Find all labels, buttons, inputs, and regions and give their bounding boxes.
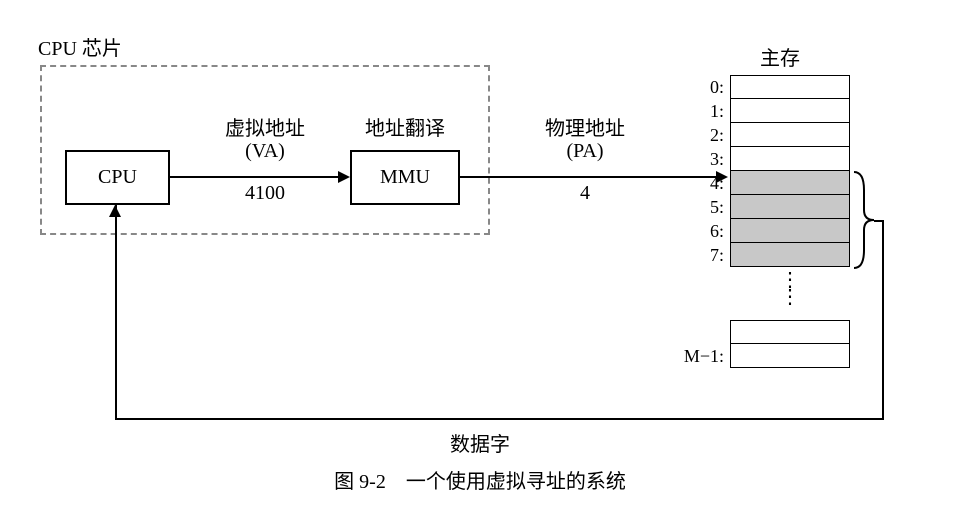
- cpu-chip-label: CPU 芯片: [38, 32, 122, 61]
- pa-label-mid: (PA): [525, 140, 645, 163]
- memory-cell-last: [730, 344, 850, 368]
- memory-idx-last: M−1:: [670, 346, 730, 367]
- return-line-v1: [882, 220, 884, 420]
- memory-ellipsis2: ⋮: [780, 292, 800, 302]
- memory-cell: [730, 147, 850, 171]
- diagram-root: CPU 芯片 CPU MMU 虚拟地址 (VA) 4100 地址翻译 物理地址 …: [20, 20, 940, 500]
- return-arrow-head: [109, 205, 121, 217]
- memory-idx: 5:: [670, 197, 730, 218]
- data-word-label: 数据字: [420, 428, 540, 457]
- memory-row: 3:: [670, 147, 850, 171]
- memory-row: 2:: [670, 123, 850, 147]
- memory-idx: 1:: [670, 101, 730, 122]
- memory-row: 4:: [670, 171, 850, 195]
- memory-cell-bottom1: [730, 320, 850, 344]
- memory-cell: [730, 243, 850, 267]
- cpu-box-text: CPU: [98, 166, 137, 189]
- pa-label-top: 物理地址: [525, 112, 645, 141]
- memory-stack-bottom: M−1:: [670, 320, 850, 368]
- memory-idx: 3:: [670, 149, 730, 170]
- memory-row: 5:: [670, 195, 850, 219]
- memory-ellipsis: ⋮: [780, 275, 800, 285]
- memory-idx: 6:: [670, 221, 730, 242]
- memory-row: 1:: [670, 99, 850, 123]
- va-label-top: 虚拟地址: [210, 112, 320, 141]
- memory-idx: 0:: [670, 77, 730, 98]
- va-label-mid: (VA): [210, 140, 320, 163]
- va-value: 4100: [210, 182, 320, 205]
- mmu-box-text: MMU: [380, 166, 430, 189]
- memory-cell: [730, 123, 850, 147]
- memory-cell: [730, 195, 850, 219]
- memory-row-last: M−1:: [670, 344, 850, 368]
- memory-row: 6:: [670, 219, 850, 243]
- return-line-v2: [115, 205, 117, 420]
- memory-stack: 0: 1: 2: 3: 4: 5: 6: 7:: [670, 75, 850, 267]
- arrow-cpu-mmu: [170, 176, 340, 178]
- arrow-cpu-mmu-head: [338, 171, 350, 183]
- memory-row-bottom1: [670, 320, 850, 344]
- memory-cell: [730, 75, 850, 99]
- pa-value: 4: [525, 182, 645, 205]
- cpu-box: CPU: [65, 150, 170, 205]
- memory-cell: [730, 171, 850, 195]
- memory-idx: 2:: [670, 125, 730, 146]
- memory-row: 7:: [670, 243, 850, 267]
- return-line-h1: [115, 418, 884, 420]
- memory-cell: [730, 219, 850, 243]
- mmu-box: MMU: [350, 150, 460, 205]
- memory-idx: 4:: [670, 173, 730, 194]
- figure-caption: 图 9-2 一个使用虚拟寻址的系统: [20, 465, 940, 494]
- addr-trans-label: 地址翻译: [350, 112, 460, 141]
- return-line-h0: [874, 220, 884, 222]
- memory-row: 0:: [670, 75, 850, 99]
- memory-idx: 7:: [670, 245, 730, 266]
- memory-title: 主存: [760, 42, 800, 71]
- memory-cell: [730, 99, 850, 123]
